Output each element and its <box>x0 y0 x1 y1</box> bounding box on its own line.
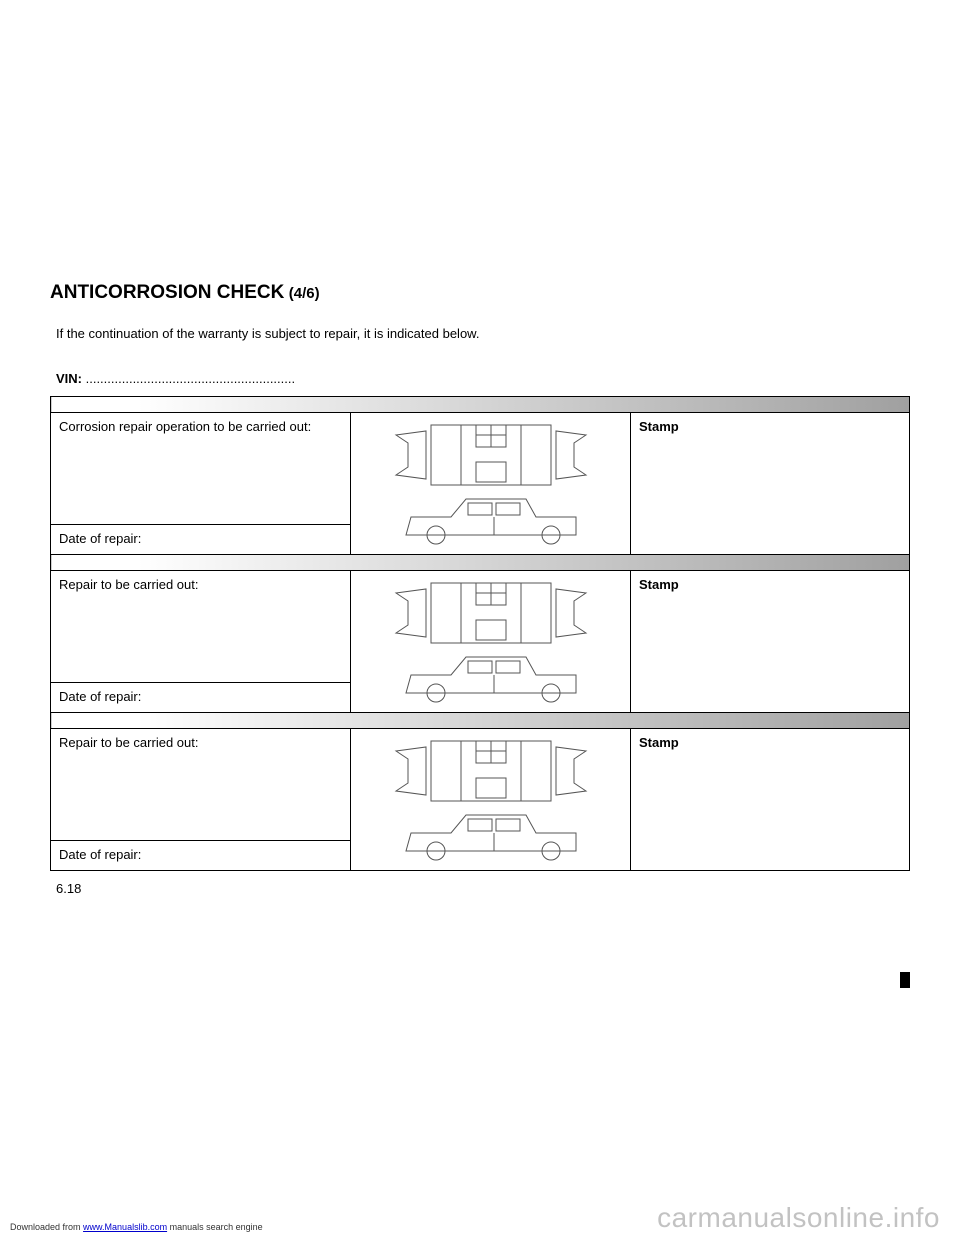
footer-link[interactable]: www.Manualslib.com <box>83 1222 167 1232</box>
intro-text: If the continuation of the warranty is s… <box>56 326 910 341</box>
diagram-cell <box>351 571 631 713</box>
vin-label: VIN: <box>56 371 82 386</box>
page-content: ANTICORROSION CHECK (4/6) If the continu… <box>50 282 910 896</box>
gradient-separator <box>51 397 910 413</box>
download-footer: Downloaded from www.Manualslib.com manua… <box>10 1222 263 1232</box>
records-table: Corrosion repair operation to be carried… <box>50 396 910 871</box>
table-row: Repair to be carried out: <box>51 729 910 841</box>
title-sub: (4/6) <box>289 285 320 302</box>
page-number: 6.18 <box>56 881 910 896</box>
diagram-cell <box>351 413 631 555</box>
watermark: carmanualsonline.info <box>657 1202 940 1234</box>
stamp-cell: Stamp <box>631 413 910 555</box>
footer-prefix: Downloaded from <box>10 1222 83 1232</box>
date-of-repair-cell: Date of repair: <box>51 682 351 712</box>
repair-operation-cell: Repair to be carried out: <box>51 729 351 841</box>
gradient-separator <box>51 555 910 571</box>
stamp-cell: Stamp <box>631 729 910 871</box>
page-marker-icon <box>900 972 910 988</box>
car-body-diagram-icon <box>376 417 606 547</box>
car-body-diagram-icon <box>376 575 606 705</box>
title-main: ANTICORROSION CHECK <box>50 282 284 303</box>
footer-suffix: manuals search engine <box>167 1222 263 1232</box>
page-title: ANTICORROSION CHECK (4/6) <box>50 282 910 304</box>
car-body-diagram-icon <box>376 733 606 863</box>
table-row: Corrosion repair operation to be carried… <box>51 413 910 525</box>
gradient-separator <box>51 713 910 729</box>
repair-operation-cell: Corrosion repair operation to be carried… <box>51 413 351 525</box>
repair-operation-cell: Repair to be carried out: <box>51 571 351 683</box>
stamp-cell: Stamp <box>631 571 910 713</box>
diagram-cell <box>351 729 631 871</box>
table-row: Repair to be carried out: <box>51 571 910 683</box>
date-of-repair-cell: Date of repair: <box>51 524 351 554</box>
date-of-repair-cell: Date of repair: <box>51 840 351 870</box>
vin-dots: ........................................… <box>82 371 295 386</box>
vin-line: VIN: ...................................… <box>56 371 910 386</box>
